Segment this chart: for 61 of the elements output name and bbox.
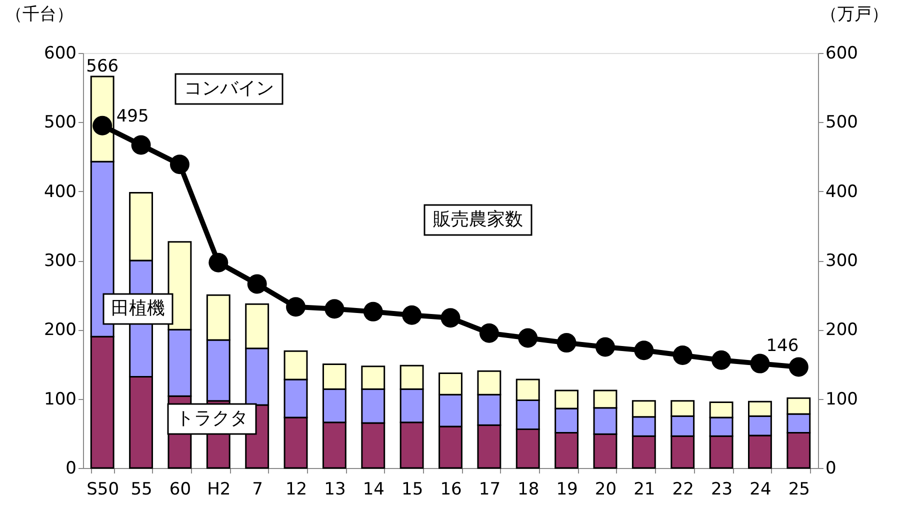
text: コンバイン (184, 78, 274, 99)
series-label: トラクタ (176, 408, 248, 429)
y2-tick-label: 200 (826, 320, 858, 340)
point (750, 354, 770, 374)
x-tick-label: 17 (478, 480, 501, 500)
point (286, 297, 306, 317)
point (92, 116, 112, 136)
data-label: 495 (116, 106, 149, 127)
x-tick-label: 21 (634, 480, 656, 500)
point (556, 333, 576, 353)
x-tick-label: H2 (207, 480, 231, 500)
point (363, 302, 383, 322)
y2-tick-label: 0 (826, 458, 836, 478)
point (170, 154, 190, 174)
y-tick-label: 600 (44, 44, 76, 64)
point (595, 337, 615, 357)
text: 販売農家数 (433, 209, 523, 230)
x-tick-label: 12 (285, 480, 308, 500)
y2-tick-label: 400 (826, 182, 858, 202)
x-tick-label: 13 (324, 480, 346, 500)
x-tick-label: 25 (788, 480, 810, 500)
point (208, 252, 228, 272)
point (518, 328, 538, 348)
total-label: 566 (86, 56, 119, 77)
y-tick-label: 100 (44, 389, 76, 410)
x-tick-label: 16 (440, 480, 462, 500)
y2-tick-label: 100 (826, 389, 858, 410)
point (440, 308, 460, 328)
point (247, 274, 267, 294)
y-axis-title: （千台） (6, 4, 74, 24)
y-tick-label: 400 (44, 182, 76, 202)
x-tick-label: 24 (750, 480, 772, 500)
x-tick-label: 55 (130, 480, 152, 500)
y-tick-label: 0 (66, 458, 76, 478)
x-tick-label: 23 (710, 480, 733, 500)
x-tick-label: 15 (401, 480, 424, 500)
point (788, 357, 808, 377)
point (324, 299, 344, 319)
y2-tick-label: 300 (826, 251, 858, 271)
y-tick-label: 200 (44, 320, 76, 340)
y-tick-label: 300 (44, 251, 76, 271)
x-tick-label: 22 (672, 480, 694, 500)
data-label: 146 (766, 336, 799, 356)
x-tick-label: 7 (252, 480, 263, 500)
y2-tick-label: 600 (826, 44, 858, 64)
point (131, 135, 151, 155)
y2-axis-title: （万戸） (820, 4, 888, 24)
point (672, 346, 692, 365)
y2-tick-label: 500 (826, 112, 858, 133)
x-tick-label: 60 (169, 480, 192, 500)
x-tick-label: 18 (518, 480, 540, 500)
series-label: 田植機 (111, 298, 165, 319)
x-tick-label: S50 (86, 480, 120, 500)
x-tick-label: 14 (362, 480, 384, 500)
x-tick-label: 19 (556, 480, 578, 500)
y-tick-label: 500 (44, 112, 76, 133)
point (634, 340, 654, 360)
point (712, 350, 732, 370)
point (402, 305, 422, 325)
x-tick-label: 20 (594, 480, 617, 500)
point (479, 323, 499, 343)
